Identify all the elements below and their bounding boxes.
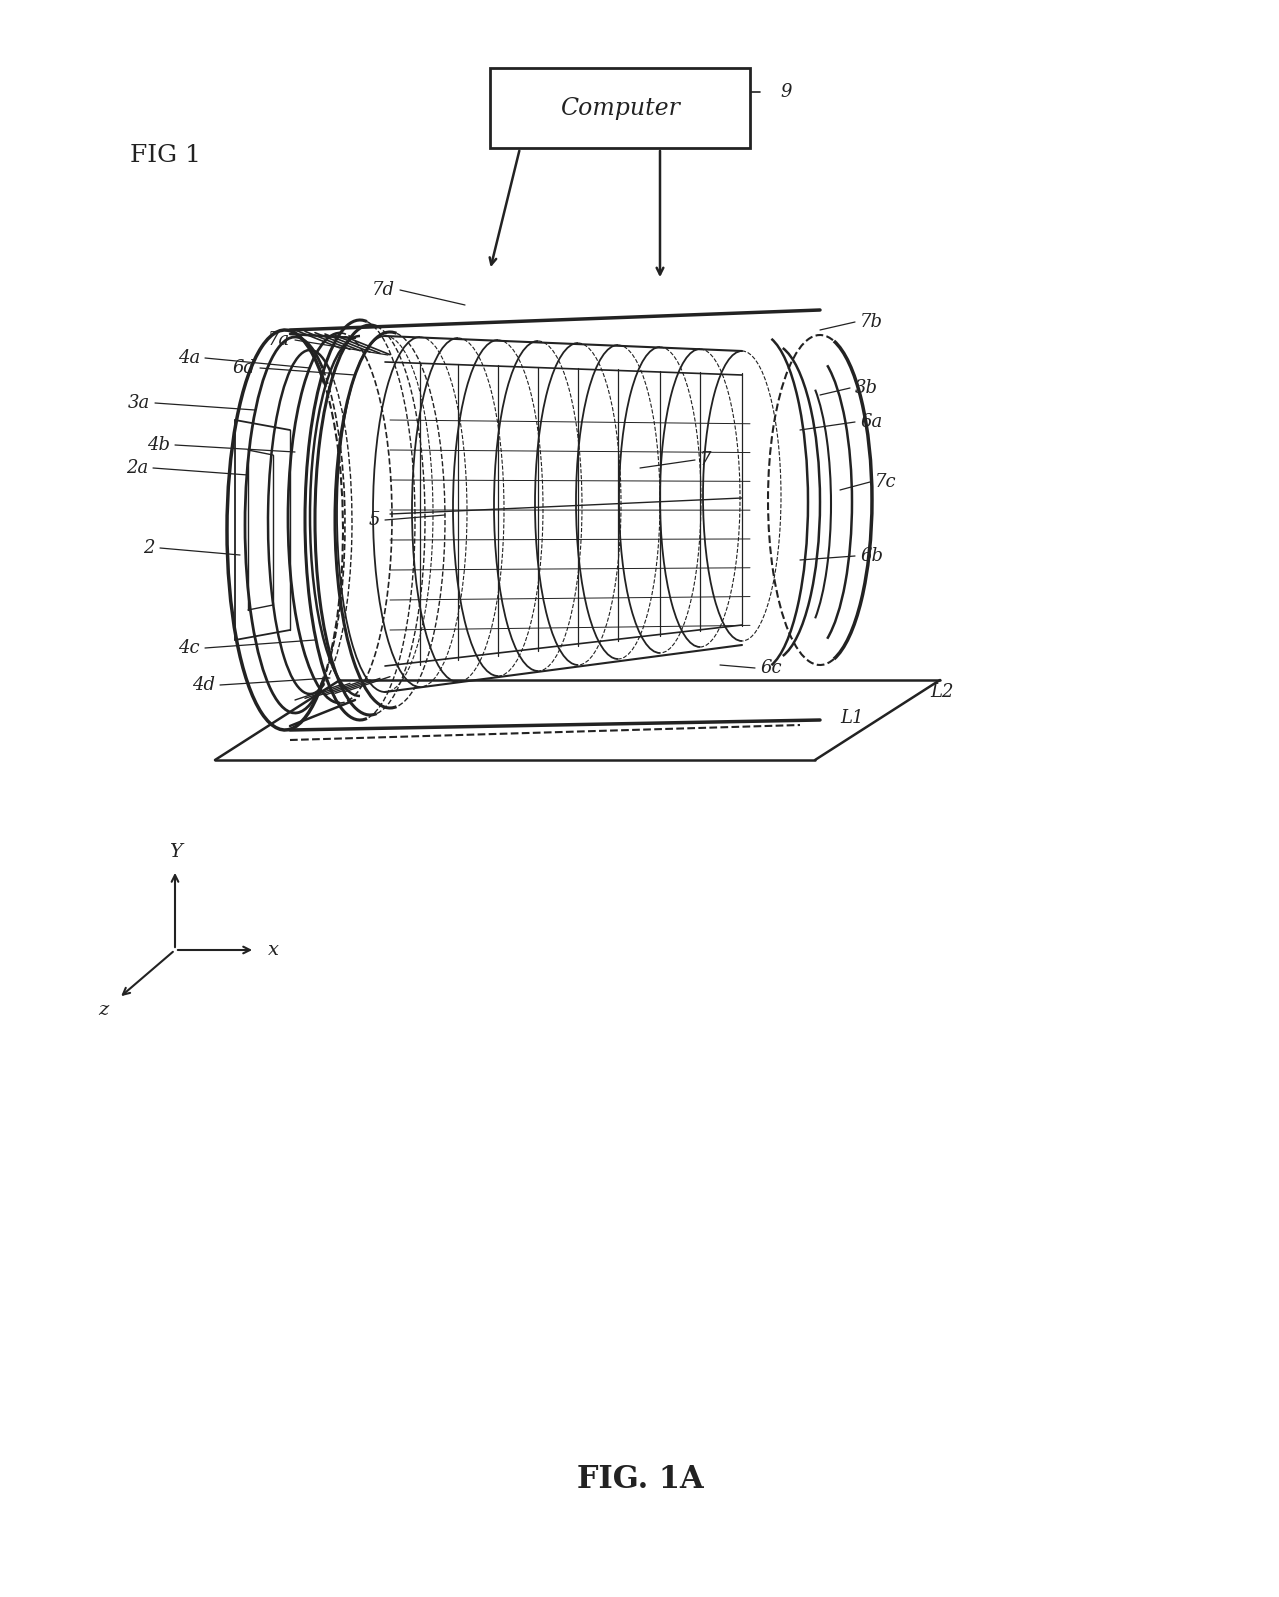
FancyBboxPatch shape	[490, 69, 749, 149]
Text: 5: 5	[368, 511, 380, 529]
Text: L1: L1	[840, 709, 863, 727]
Text: 7b: 7b	[859, 313, 883, 331]
Text: L2: L2	[930, 684, 954, 701]
Text: 6b: 6b	[859, 548, 883, 565]
Text: 9: 9	[780, 83, 792, 101]
Text: 6a: 6a	[859, 414, 883, 431]
Text: 2: 2	[143, 540, 155, 557]
Text: 7c: 7c	[875, 473, 897, 490]
Text: Y: Y	[169, 843, 182, 861]
Text: x: x	[267, 941, 279, 960]
Text: 3a: 3a	[128, 394, 150, 412]
Text: FIG 1: FIG 1	[130, 144, 201, 166]
Text: 6c: 6c	[760, 660, 781, 677]
Text: 7a: 7a	[267, 331, 290, 350]
Text: 3b: 3b	[854, 378, 877, 398]
Text: 4b: 4b	[147, 436, 170, 454]
Text: 4a: 4a	[178, 350, 200, 367]
Text: z: z	[98, 1001, 109, 1019]
Text: Computer: Computer	[560, 96, 680, 120]
Text: 6d: 6d	[231, 359, 255, 377]
Text: 2a: 2a	[125, 458, 148, 478]
Text: FIG. 1A: FIG. 1A	[577, 1464, 703, 1495]
Text: 7: 7	[700, 450, 711, 470]
Text: 4c: 4c	[178, 639, 200, 656]
Text: 4d: 4d	[192, 676, 215, 695]
Text: 7d: 7d	[372, 281, 395, 299]
